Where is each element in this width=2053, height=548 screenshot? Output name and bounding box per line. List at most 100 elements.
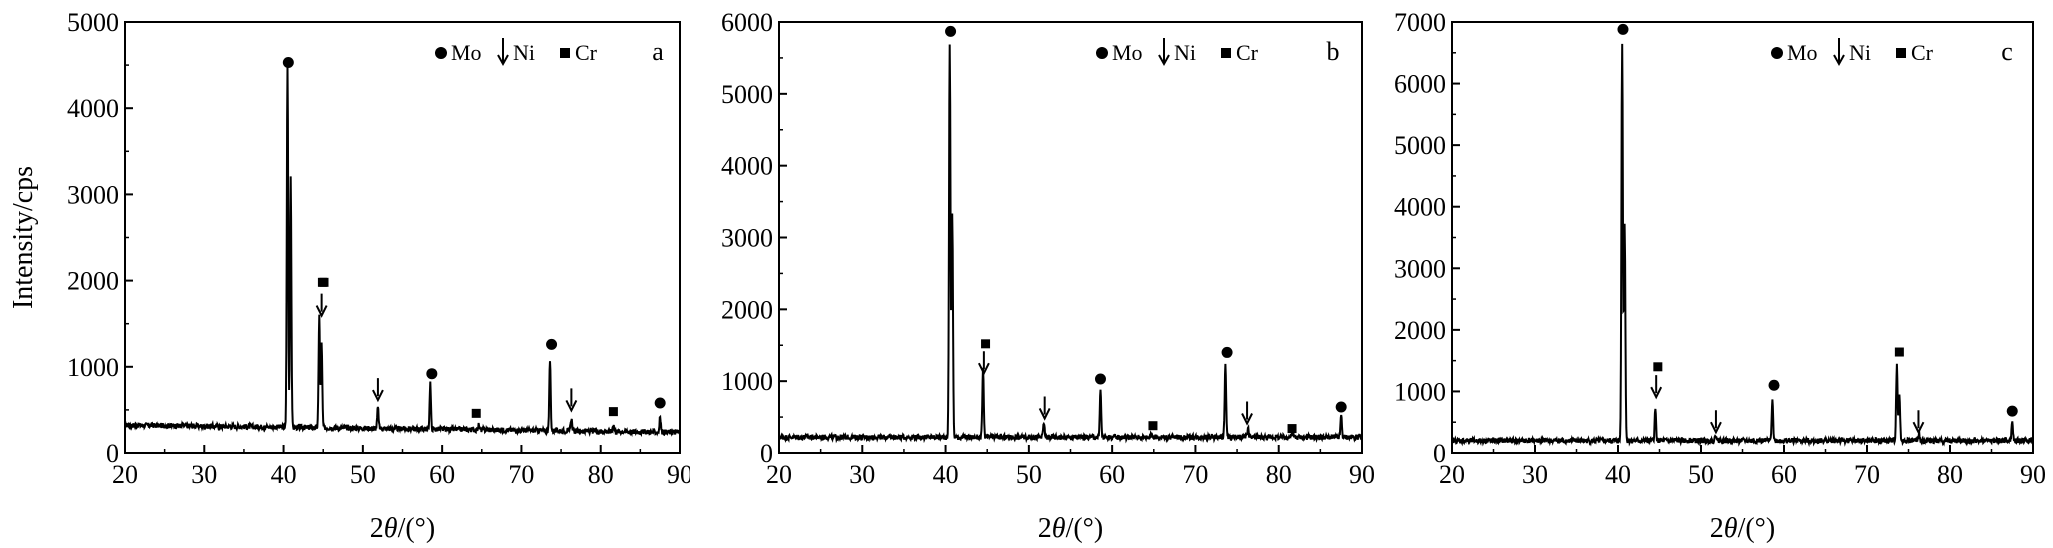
mo-peak-marker	[282, 57, 294, 69]
ni-peak-marker	[1650, 375, 1663, 400]
x-tick-label: 90	[1349, 460, 1375, 489]
x-axis-title: 2θ/(°)	[370, 513, 435, 544]
legend-ni-symbol	[1833, 38, 1845, 67]
y-tick-label: 5000	[721, 80, 773, 109]
y-tick-label: 6000	[1394, 70, 1446, 99]
legend-label: Mo	[451, 40, 482, 65]
x-tick-label: 80	[1266, 460, 1292, 489]
x-tick-label: 60	[1099, 460, 1125, 489]
mo-peak-marker	[2006, 405, 2018, 417]
legend-cr-symbol	[1896, 48, 1906, 58]
y-axis-title: Intensity/cps	[8, 166, 39, 309]
mo-peak-marker	[1617, 23, 1629, 35]
x-tick-label: 70	[508, 460, 534, 489]
x-tick-label: 90	[667, 460, 690, 489]
x-tick-label: 60	[1771, 460, 1797, 489]
y-tick-label: 1000	[67, 353, 119, 382]
cr-peak-marker	[608, 407, 618, 417]
legend-label: Cr	[1236, 40, 1259, 65]
plot-frame	[1451, 21, 2034, 454]
ni-peak-marker	[372, 378, 384, 403]
x-tick-label: 20	[1439, 460, 1465, 489]
panel-letter: c	[2001, 37, 2013, 66]
y-tick-label: 0	[760, 439, 773, 468]
plot-frame	[778, 21, 1363, 454]
cr-peak-marker	[1287, 424, 1297, 434]
ni-peak-marker	[1241, 401, 1253, 426]
y-tick-label: 4000	[721, 152, 773, 181]
x-tick-label: 60	[429, 460, 455, 489]
ni-peak-marker	[565, 388, 578, 413]
ni-peak-marker	[1038, 396, 1051, 421]
y-tick-label: 2000	[1394, 316, 1446, 345]
legend-ni-symbol	[1158, 38, 1170, 67]
y-tick-label: 0	[1433, 439, 1446, 468]
chart-panel-c: 20 30 40 50 60 70 80 90 0 1000 2000 3000 4000 5000 600…	[1375, 0, 2053, 548]
cr-peak-marker	[1894, 347, 1904, 357]
x-tick-label: 80	[588, 460, 614, 489]
x-tick-label: 90	[2020, 460, 2046, 489]
x-tick-label: 30	[849, 460, 875, 489]
ni-peak-marker	[315, 293, 328, 318]
mo-peak-marker	[945, 25, 957, 37]
chart-panel-a: 20 30 40 50 60 70 80 90 0 1000 2000 3000 4000 5000 2θ/…	[0, 0, 690, 548]
panel-letter: a	[652, 37, 664, 66]
legend-label: Cr	[575, 40, 598, 65]
legend-label: Ni	[513, 40, 535, 65]
x-tick-label: 40	[1605, 460, 1631, 489]
chart-c-svg: 20 30 40 50 60 70 80 90 0 1000 2000 3000 4000 5000 600…	[1394, 8, 2046, 544]
x-tick-label: 20	[766, 460, 792, 489]
mo-peak-marker	[426, 368, 438, 380]
x-tick-label: 50	[1688, 460, 1714, 489]
legend-cr-symbol	[560, 48, 570, 58]
x-tick-label: 70	[1854, 460, 1880, 489]
mo-peak-marker	[1768, 379, 1780, 391]
x-tick-label: 40	[271, 460, 297, 489]
y-tick-label: 2000	[721, 295, 773, 324]
chart-panel-b: 20 30 40 50 60 70 80 90 0 1000 2000 3000 4000 5000 600…	[690, 0, 1375, 548]
mo-peak-marker	[546, 338, 558, 350]
cr-peak-marker	[981, 339, 991, 349]
plot-frame	[124, 21, 681, 454]
y-tick-label: 3000	[721, 224, 773, 253]
x-tick-label: 30	[191, 460, 217, 489]
x-tick-label: 50	[350, 460, 376, 489]
y-tick-label: 5000	[67, 8, 119, 37]
legend-label: Mo	[1787, 40, 1818, 65]
cr-peak-marker	[1148, 421, 1158, 431]
x-tick-label: 50	[1016, 460, 1042, 489]
x-axis-title: 2θ/(°)	[1038, 513, 1103, 544]
legend-cr-symbol	[1221, 48, 1231, 58]
y-tick-label: 0	[106, 439, 119, 468]
x-axis-title: 2θ/(°)	[1710, 513, 1775, 544]
y-tick-label: 1000	[721, 367, 773, 396]
y-tick-label: 4000	[67, 94, 119, 123]
y-tick-label: 4000	[1394, 193, 1446, 222]
x-tick-label: 70	[1182, 460, 1208, 489]
legend-ni-symbol	[497, 38, 509, 67]
x-tick-label: 80	[1937, 460, 1963, 489]
chart-a-svg: 20 30 40 50 60 70 80 90 0 1000 2000 3000 4000 5000 2θ/…	[8, 8, 690, 544]
legend-label: Cr	[1911, 40, 1934, 65]
legend-label: Ni	[1849, 40, 1871, 65]
y-tick-label: 5000	[1394, 131, 1446, 160]
cr-peak-marker	[1653, 362, 1663, 372]
ni-peak-marker	[1710, 410, 1722, 435]
y-tick-label: 3000	[67, 180, 119, 209]
mo-peak-marker	[1335, 401, 1347, 413]
cr-peak-marker	[471, 408, 481, 418]
legend-mo-symbol	[1096, 47, 1108, 59]
legend-label: Ni	[1174, 40, 1196, 65]
legend-label: Mo	[1112, 40, 1143, 65]
x-tick-label: 40	[933, 460, 959, 489]
x-tick-label: 20	[112, 460, 138, 489]
mo-peak-marker	[654, 397, 666, 409]
chart-b-svg: 20 30 40 50 60 70 80 90 0 1000 2000 3000 4000 5000 600…	[721, 8, 1375, 544]
y-tick-label: 7000	[1394, 8, 1446, 37]
y-tick-label: 6000	[721, 8, 773, 37]
y-tick-label: 1000	[1394, 377, 1446, 406]
y-tick-label: 3000	[1394, 254, 1446, 283]
mo-peak-marker	[1221, 346, 1233, 358]
legend-mo-symbol	[1771, 47, 1783, 59]
cr-peak-marker	[319, 277, 329, 287]
